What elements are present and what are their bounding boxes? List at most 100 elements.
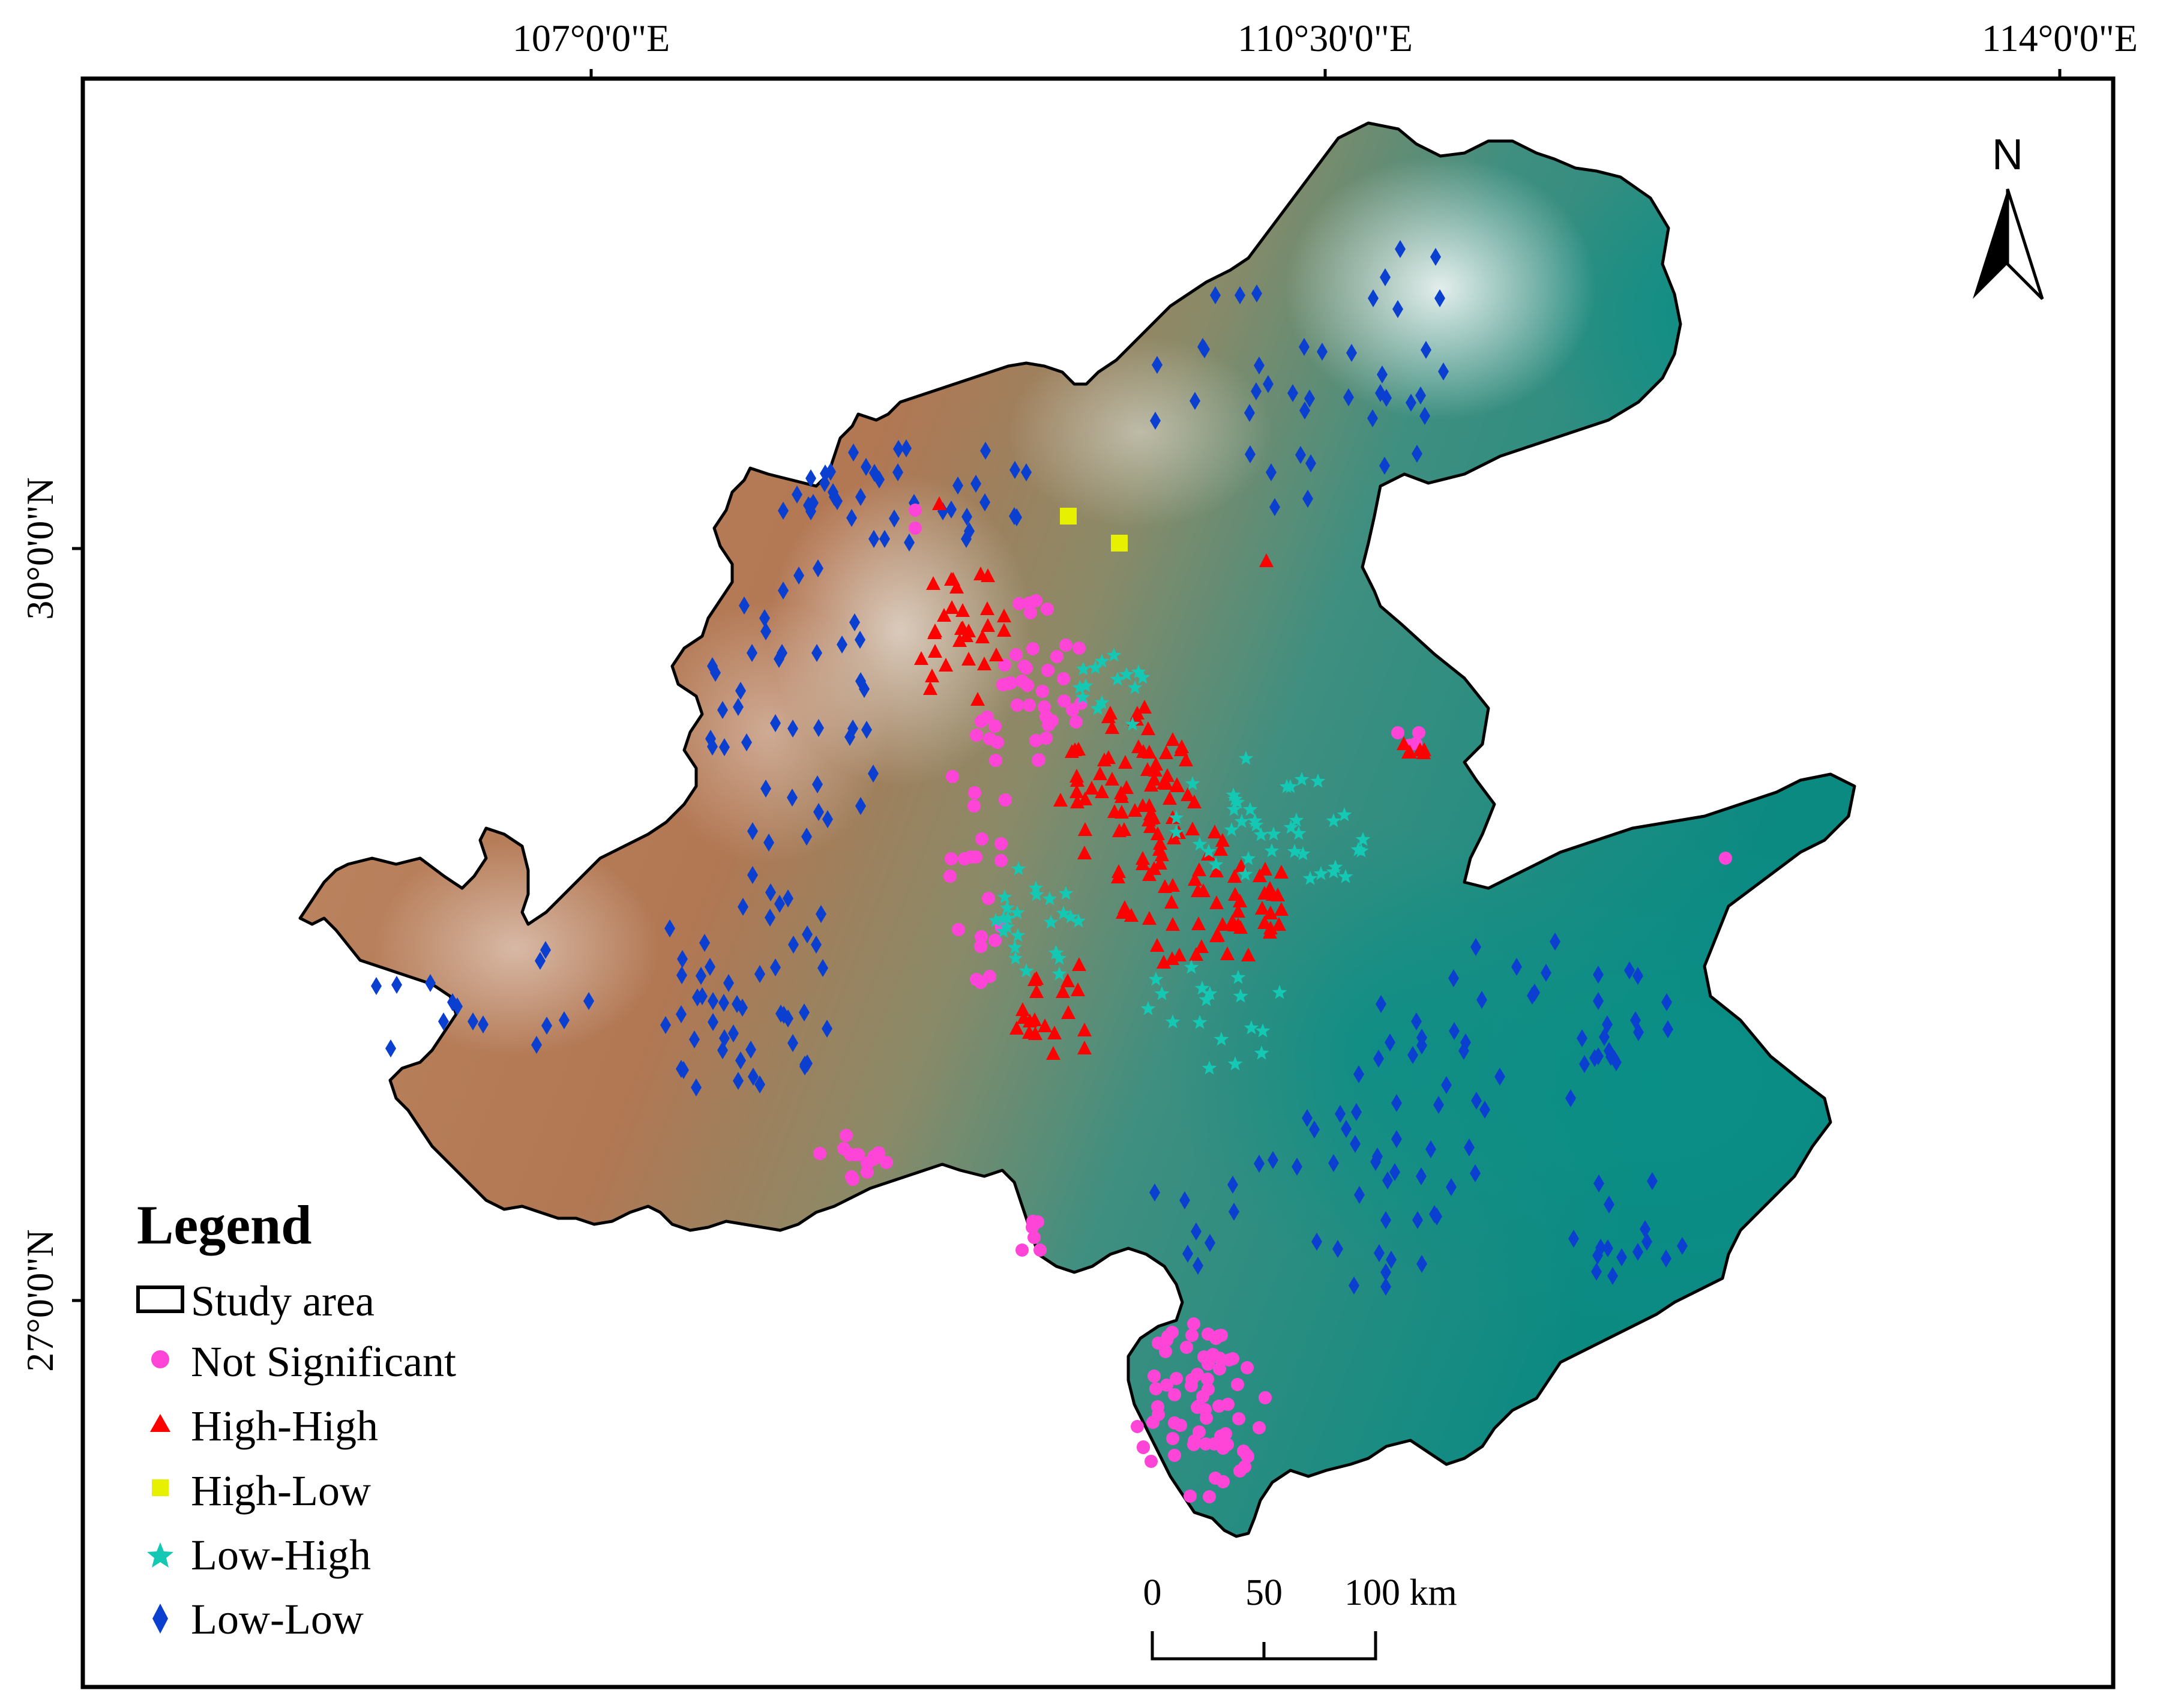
point-low-low [970,475,981,493]
point-not-significant [958,852,971,865]
point-high-high [977,657,991,670]
point-low-low [707,657,718,675]
point-not-significant [975,930,988,943]
point-high-high [937,608,951,622]
point-low-low [1380,1263,1391,1281]
point-low-low [868,530,879,548]
point-low-low [1021,463,1032,481]
point-high-high [1029,971,1044,985]
point-low-low [1381,389,1392,407]
point-not-significant [974,940,987,953]
point-high-high [1038,1018,1052,1032]
point-low-low [1385,1033,1395,1051]
point-not-significant [1050,650,1063,663]
point-not-significant [1021,679,1034,692]
point-high-high [1166,732,1180,746]
point-high-high [1255,901,1269,915]
point-low-low [452,997,463,1015]
point-low-low [1311,1233,1322,1251]
point-low-high [1131,664,1146,679]
point-low-low [799,1056,810,1074]
point-low-low [1640,1220,1650,1238]
point-low-low [1624,961,1635,979]
point-not-significant [1027,1231,1041,1244]
point-low-low [869,464,880,482]
point-low-low [1470,1164,1481,1182]
point-not-significant [945,852,958,865]
point-low-low [825,463,836,481]
point-low-low [1661,993,1672,1011]
point-low-low [813,803,824,821]
legend-symbol-high-low [152,1479,169,1496]
point-low-low [811,936,822,954]
point-high-high [1140,762,1155,776]
point-low-low [1633,1023,1644,1041]
point-high-high [1188,872,1202,886]
point-high-high [1189,947,1203,961]
point-low-low [774,895,785,913]
point-high-high [1258,862,1272,876]
point-high-high [1263,906,1278,919]
point-low-low [1380,1278,1391,1296]
point-high-high [980,601,994,615]
point-low-high [1326,813,1341,828]
point-high-high [1153,836,1167,850]
point-high-high [1078,792,1092,805]
point-low-high [988,913,1003,927]
point-low-low [1343,388,1354,406]
point-low-high [1338,869,1353,883]
point-low-low [765,909,775,927]
point-low-low [1332,1240,1343,1258]
point-low-low [792,486,802,504]
point-not-significant [994,854,1008,867]
point-high-high [997,623,1011,637]
point-high-high [1274,902,1289,916]
point-low-low [812,775,823,793]
point-high-high [1069,784,1084,798]
point-high-high [1131,739,1146,753]
point-high-high [925,669,939,682]
point-low-low [1302,490,1313,508]
point-not-significant [1241,1361,1254,1374]
point-not-significant [1170,1372,1183,1385]
point-low-low [848,444,859,462]
point-not-significant [1041,664,1054,677]
point-low-low [733,698,744,716]
point-low-high [1202,986,1218,1000]
point-not-significant [1233,1464,1247,1478]
point-high-high [1158,879,1172,893]
point-high-high [1231,904,1245,918]
point-low-low [813,559,823,577]
point-high-high [1157,775,1171,789]
point-low-high [1007,940,1023,954]
point-low-low [1205,1234,1215,1252]
point-low-high [1353,843,1369,858]
point-high-high [1227,869,1242,883]
point-high-high [1155,847,1169,861]
point-low-low [901,439,912,457]
point-low-low [732,995,742,1013]
point-low-low [1376,995,1386,1013]
point-low-high [1310,774,1326,788]
point-low-low [861,721,872,739]
point-low-low [1287,384,1298,402]
point-not-significant [1217,1475,1230,1488]
point-high-high [1209,895,1224,909]
point-low-high [1238,751,1254,765]
point-not-significant [1202,1328,1215,1341]
point-low-low [708,1013,718,1031]
point-low-low [952,477,963,495]
point-low-low [760,780,771,798]
point-low-low [868,765,879,783]
point-low-low [787,720,798,738]
point-low-low [759,609,770,627]
point-low-low [1470,938,1481,956]
legend-label-low-high: Low-High [191,1531,371,1579]
point-low-low [1152,356,1163,374]
point-low-low [1632,1243,1643,1261]
point-not-significant [989,754,1002,767]
point-low-high [1048,945,1064,960]
point-not-significant [1213,1362,1226,1376]
point-high-high [1015,1002,1030,1016]
point-not-significant [1391,726,1404,739]
